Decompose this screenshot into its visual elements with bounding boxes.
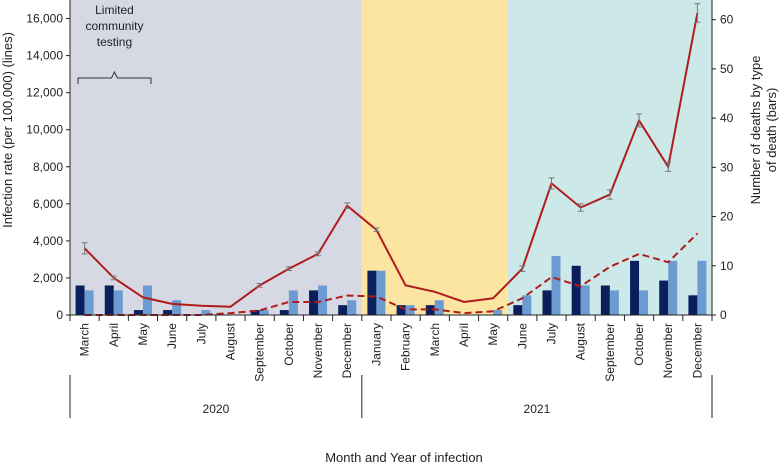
x-tick-label-14: April [457, 323, 471, 347]
x-tick-label-21: November [661, 323, 675, 378]
x-tick-label-13: March [428, 323, 442, 356]
bar-series-1-10 [338, 305, 348, 315]
left-tick-label-9: 16,000 [26, 12, 63, 26]
bar-series-1-13 [425, 305, 435, 315]
period-background-3 [507, 0, 712, 315]
right-tick-label-4: 30 [720, 160, 734, 174]
bar-series-2-13 [434, 300, 444, 315]
x-tick-label-5: July [194, 323, 208, 344]
bar-series-1-1 [75, 285, 85, 315]
left-tick-label-3: 4,000 [33, 234, 63, 248]
annotation-line-1: Limited [95, 3, 134, 17]
right-tick-label-5: 40 [720, 111, 734, 125]
x-tick-label-12: February [399, 323, 413, 371]
bar-series-2-17 [551, 255, 561, 315]
bar-series-2-7 [259, 310, 269, 315]
bar-series-2-18 [580, 285, 590, 315]
x-tick-label-18: August [574, 322, 588, 360]
x-tick-label-15: May [486, 323, 500, 346]
bar-series-2-5 [201, 310, 211, 315]
bar-series-2-10 [347, 300, 357, 315]
bar-series-2-11 [376, 270, 386, 315]
bar-series-2-9 [318, 285, 328, 315]
bar-series-2-2 [113, 290, 123, 315]
bar-series-1-7 [250, 310, 260, 315]
bar-series-1-9 [309, 290, 319, 315]
right-tick-label-6: 50 [720, 62, 734, 76]
x-tick-label-9: November [311, 323, 325, 378]
x-axis-title: Month and Year of infection [325, 450, 483, 465]
left-y-axis-title: Infection rate (per 100,000) (lines) [0, 32, 15, 228]
bar-series-1-8 [279, 310, 289, 315]
annotation: Limited community testing [77, 3, 152, 84]
x-tick-label-3: May [136, 323, 150, 346]
bar-series-1-19 [600, 285, 610, 315]
x-tick-label-20: October [632, 323, 646, 366]
right-tick-label-2: 10 [720, 259, 734, 273]
x-tick-label-19: September [603, 323, 617, 382]
bar-series-1-18 [571, 265, 581, 315]
bar-series-1-2 [104, 285, 114, 315]
annotation-line-2: community [85, 19, 143, 33]
left-tick-label-1: 0 [56, 308, 63, 322]
period-backgrounds [70, 0, 712, 315]
left-tick-label-5: 8,000 [33, 160, 63, 174]
right-y-axis-title-line-1: Number of deaths by type [748, 56, 763, 205]
x-tick-label-2: April [107, 323, 121, 347]
x-tick-label-6: August [224, 322, 238, 360]
period-background-1 [70, 0, 362, 315]
bar-series-2-16 [522, 295, 532, 315]
bar-series-1-21 [659, 280, 669, 315]
left-tick-label-4: 6,000 [33, 197, 63, 211]
x-tick-label-1: March [78, 323, 92, 356]
bar-series-2-20 [639, 290, 649, 315]
x-tick-label-22: December [690, 323, 704, 378]
right-tick-label-1: 0 [720, 308, 727, 322]
bar-series-1-16 [513, 305, 523, 315]
left-tick-label-2: 2,000 [33, 271, 63, 285]
right-tick-label-7: 60 [720, 13, 734, 27]
x-tick-label-7: September [253, 323, 267, 382]
line-series-1-solid [83, 12, 699, 308]
bar-series-2-15 [493, 310, 503, 315]
annotation-line-3: testing [97, 35, 132, 49]
year-label-2: 2021 [524, 402, 551, 416]
bar-series-1-4 [163, 310, 173, 315]
left-tick-label-8: 14,000 [26, 49, 63, 63]
year-label-1: 2020 [203, 402, 230, 416]
bar-series-2-4 [172, 300, 182, 315]
x-tick-label-17: July [545, 323, 559, 344]
left-tick-label-6: 10,000 [26, 123, 63, 137]
bar-series-2-1 [84, 290, 94, 315]
bar-series-1-17 [542, 290, 552, 315]
left-tick-label-7: 12,000 [26, 86, 63, 100]
x-tick-label-4: June [165, 323, 179, 349]
bar-series-1-22 [688, 295, 698, 315]
right-tick-label-3: 20 [720, 210, 734, 224]
x-tick-label-10: December [340, 323, 354, 378]
axes: 0 2,000 4,000 6,000 8,000 10,000 12,000 14,000 1… [26, 0, 734, 418]
x-tick-label-16: June [515, 323, 529, 349]
bar-series-2-19 [609, 290, 619, 315]
bar-series-1-20 [630, 260, 640, 315]
bar-series-2-22 [697, 260, 707, 315]
x-tick-label-11: January [369, 323, 383, 366]
x-tick-label-8: October [282, 323, 296, 366]
annotation-bracket [77, 70, 152, 84]
bar-series-2-3 [142, 285, 152, 315]
right-y-axis-title-line-2: of death (bars) [764, 88, 779, 173]
period-background-2 [361, 0, 508, 315]
bar-series-1-3 [133, 310, 143, 315]
bar-series-1-12 [396, 305, 406, 315]
bar-series-2-21 [668, 260, 678, 315]
bar-series-1-11 [367, 270, 377, 315]
